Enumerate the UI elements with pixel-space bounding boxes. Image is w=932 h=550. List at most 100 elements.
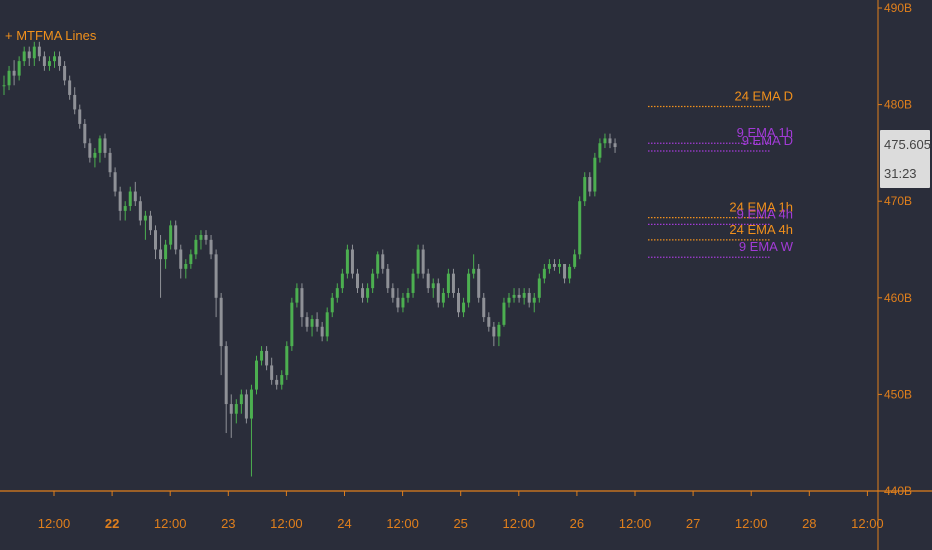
candle-body — [103, 138, 107, 153]
candle-body — [376, 254, 380, 274]
candle — [138, 196, 142, 226]
candle — [603, 133, 607, 149]
candle — [542, 263, 546, 284]
candle — [527, 288, 531, 308]
candle — [502, 297, 506, 327]
candle — [98, 135, 102, 163]
x-tick-label: 12:00 — [386, 516, 419, 531]
candle — [573, 249, 577, 269]
last-price-tag-bg — [880, 130, 930, 188]
candle-body — [108, 152, 112, 173]
candle — [593, 152, 597, 197]
candle — [12, 60, 16, 86]
ema-line-label: 9 EMA 4h — [737, 206, 793, 221]
candle — [53, 51, 56, 68]
candle-body — [563, 263, 567, 279]
indicator-label[interactable]: + MTFMA Lines — [5, 28, 97, 43]
candle-body — [522, 292, 526, 298]
candle — [148, 210, 152, 236]
candle — [320, 321, 324, 342]
candle — [219, 292, 223, 376]
candle-body — [22, 51, 26, 62]
candle-body — [477, 268, 481, 298]
candle-body — [421, 249, 425, 274]
candle — [32, 41, 36, 66]
candle-body — [537, 278, 541, 298]
candle — [179, 244, 183, 279]
x-tick-label: 27 — [686, 516, 700, 531]
candle-body — [214, 254, 218, 298]
candle — [431, 278, 435, 298]
candle — [103, 133, 107, 158]
candle — [194, 235, 198, 260]
candle — [184, 259, 188, 279]
candle-body — [224, 346, 228, 405]
bar-countdown: 31:23 — [884, 166, 917, 181]
candle — [492, 321, 496, 347]
candle-body — [249, 389, 253, 419]
candle — [532, 292, 536, 313]
candle — [118, 186, 122, 221]
candle — [507, 292, 511, 308]
ema-lines-layer: 24 EMA D 9 EMA 1h9 EMA D 24 EMA 1h9 EMA 4h… — [648, 89, 794, 258]
candle-body — [83, 123, 87, 144]
candle-body — [159, 249, 163, 260]
candle-body — [295, 288, 299, 303]
candle — [441, 288, 445, 308]
candle — [568, 263, 572, 284]
candle — [335, 283, 339, 303]
ema-line-label: 24 EMA 4h — [729, 222, 793, 237]
candle-body — [608, 138, 612, 144]
candle — [113, 167, 117, 197]
candle — [457, 288, 460, 318]
candle — [270, 357, 274, 385]
candle-body — [154, 230, 157, 250]
candle — [290, 297, 294, 351]
x-tick-label: 26 — [570, 516, 584, 531]
candle-body — [340, 273, 344, 289]
candle-body — [12, 70, 16, 76]
candle-body — [532, 297, 536, 303]
candle-body — [179, 249, 183, 269]
candle-body — [472, 268, 476, 274]
candle-body — [128, 191, 132, 207]
candle-body — [88, 143, 92, 158]
candle — [295, 283, 299, 308]
candle-body — [598, 143, 602, 158]
candle-body — [467, 273, 471, 303]
candle — [239, 389, 243, 414]
candle — [426, 268, 430, 293]
candle-body — [219, 297, 223, 347]
candle — [381, 249, 385, 274]
candle-body — [118, 191, 122, 211]
candle — [547, 259, 551, 274]
candle — [366, 283, 370, 303]
x-tick-label: 25 — [453, 516, 467, 531]
candle — [356, 268, 359, 293]
candle — [78, 104, 82, 129]
candle — [462, 297, 466, 318]
candle-body — [275, 379, 279, 385]
candle-body — [457, 292, 460, 313]
candle — [537, 273, 541, 303]
candle-body — [229, 404, 233, 414]
candle — [22, 46, 26, 66]
candle-body — [2, 85, 6, 87]
candle-body — [315, 319, 319, 327]
candle — [133, 181, 137, 207]
candle-body — [431, 283, 435, 289]
candle-body — [335, 288, 339, 298]
y-tick-label: 470B — [884, 194, 912, 208]
candle — [376, 251, 380, 279]
candle — [512, 288, 516, 303]
candle-body — [345, 249, 349, 274]
candle-body — [239, 394, 243, 405]
candle-body — [17, 61, 21, 76]
candle-body — [265, 350, 269, 366]
candle-body — [552, 263, 556, 267]
x-tick-label: 23 — [221, 516, 235, 531]
candle-body — [426, 273, 430, 289]
